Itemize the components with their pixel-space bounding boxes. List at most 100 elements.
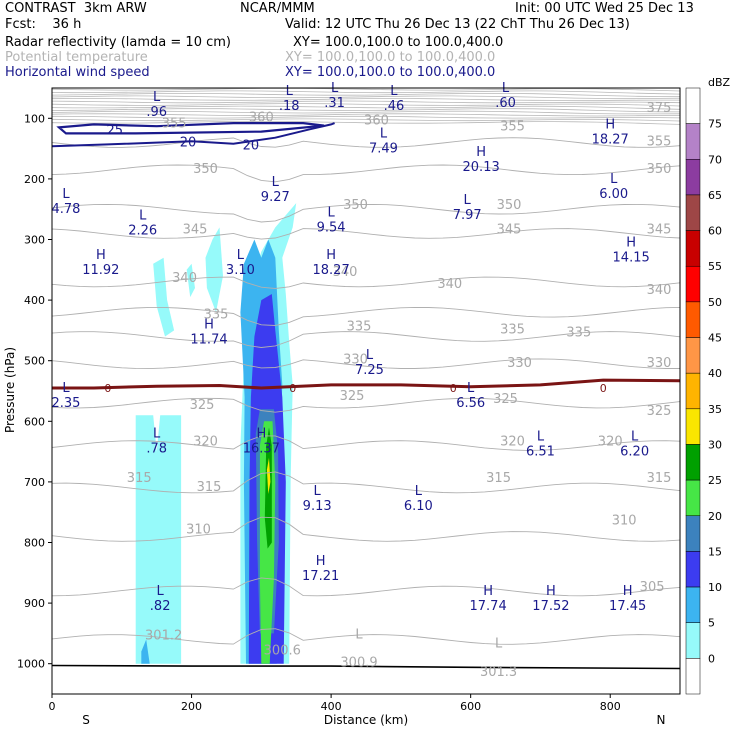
theta-stack-line [52,90,680,95]
freezing-line-label: 0 [450,382,457,395]
theta-stack-line [52,105,680,110]
wind-extremum-value: 2.35 [51,396,80,411]
theta-label: 325 [647,404,672,419]
theta-label: 330 [647,356,672,371]
wind-extremum-type: L [272,175,280,190]
freezing-line-label: 0 [104,382,111,395]
colorbar-level: 55 [708,260,722,273]
field2-xy: XY= 100.0,100.0 to 100.0,400.0 [285,50,496,65]
theta-label: 355 [647,135,672,150]
wind-extremum-value: .60 [495,96,516,111]
wind-extremum-type: L [631,430,639,445]
theta-contour-9 [52,435,680,451]
colorbar-swatch [685,301,701,338]
colorbar-swatch [685,551,701,588]
wind-extremum-value: .18 [279,99,300,114]
colorbar-swatch [685,408,701,445]
theta-label: 340 [333,265,358,280]
colorbar-level: 45 [708,332,722,345]
theta-contour-8 [52,397,680,413]
colorbar-level: 35 [708,403,722,416]
colorbar-swatch [685,194,701,231]
wind-extremum-value: 7.25 [355,363,384,378]
wind-extremum-value: 7.49 [369,142,398,157]
reflectivity-cell-3 [186,263,195,298]
theta-contour-13 [52,628,680,645]
theta-contours [52,137,680,645]
theta-contour-11 [52,516,680,542]
theta-label: 310 [186,522,211,537]
wind-contour-label: 25 [107,123,124,138]
wind-extremum-type: H [96,248,106,263]
wind-extremum-value: 6.10 [404,499,433,514]
wind-extremum-type: L [153,427,161,442]
theta-upper-stack [52,88,680,125]
wind-extremum-type: L [390,84,398,99]
theta-label: 350 [193,162,218,177]
wind-extremum-type: L [62,381,70,396]
colorbar: dBZ 0 5 10 15 20 25 30 35 40 45 50 55 60 65 70 75 [685,76,731,695]
theta-label: 320 [500,435,525,450]
theta-min-label: L [355,628,363,643]
wind-extremum-type: H [316,554,326,569]
theta-label: 355 [162,116,187,131]
theta-label: 330 [507,356,532,371]
wind-extremum-value: 3.10 [226,263,255,278]
colorbar-level: 65 [708,189,722,202]
colorbar-unit: dBZ [708,76,731,89]
wind-extremum-type: L [467,381,475,396]
theta-label: 325 [190,398,215,413]
colorbar-level: 40 [708,367,722,380]
field2-name: Potential temperature [5,50,148,65]
x-tick-label: 600 [460,700,481,713]
freezing-line-label: 0 [600,382,607,395]
colorbar-level: 50 [708,296,722,309]
x-tick-label: 400 [321,700,342,713]
org-label: NCAR/MMM [240,1,315,16]
colorbar-swatch [685,479,701,517]
colorbar-level: 30 [708,438,722,451]
theta-stack-line [52,118,680,122]
colorbar-swatch [685,622,701,659]
theta-stack-line [52,100,680,104]
theta-label: 340 [172,271,197,286]
wind-extremum-value: 17.52 [532,599,569,614]
wind-extremum-type: L [537,430,545,445]
theta-label: 325 [340,389,365,404]
wind-extremum-value: 7.97 [453,208,482,223]
x-axis-north: N [657,713,666,727]
wind-extremum-value: 6.56 [456,396,485,411]
wind-extremum-type: L [464,193,472,208]
y-tick-label: 400 [24,294,45,307]
wind-extremum-type: H [605,117,615,132]
wind-extremum-type: L [157,584,165,599]
theta-label: 360 [249,110,274,125]
colorbar-swatch [685,515,701,552]
wind-extremum-value: 9.54 [317,220,346,235]
colorbar-level: 75 [708,118,722,131]
theta-label: 375 [647,101,672,116]
wind-extremum-value: 20.13 [463,160,500,175]
theta-contour-2 [52,203,680,223]
colorbar-swatch [685,372,701,410]
wind-extremum-type: L [237,248,245,263]
theta-label: 340 [437,277,462,292]
field1-name: Radar reflectivity (lamda = 10 cm) [5,35,231,50]
wind-extremum-value: 2.26 [128,223,157,238]
colorbar-swatch [685,658,701,695]
y-tick-label: 600 [24,415,45,428]
freezing-level-line [52,378,680,390]
wind-extremum-value: 14.15 [613,251,650,266]
reflectivity-cell-2 [153,257,175,337]
theta-stack-line [52,98,680,101]
theta-label: 305 [640,580,665,595]
colorbar-level: 15 [708,545,722,558]
theta-label: 355 [500,119,525,134]
colorbar-level: 25 [708,474,722,487]
wind-extremum-type: L [380,127,388,142]
theta-contour-4 [52,276,680,289]
reflectivity-cell-11 [266,457,271,494]
theta-label: 320 [598,435,623,450]
colorbar-level: 20 [708,510,722,523]
wind-extremum-type: L [153,90,161,105]
